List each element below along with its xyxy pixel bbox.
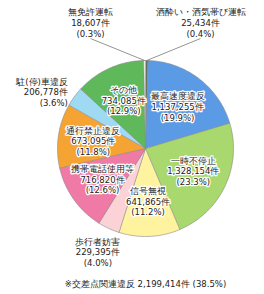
svg-text:駐(停)車違反206,778件(3.6%): 駐(停)車違反206,778件(3.6%) <box>15 77 68 108</box>
svg-text:歩行者妨害229,395件(4.0%): 歩行者妨害229,395件(4.0%) <box>75 237 120 268</box>
svg-text:※交差点関連違反 2,199,414件 (38.5%): ※交差点関連違反 2,199,414件 (38.5%) <box>65 279 226 289</box>
svg-text:その他734,085件(12.9%): その他734,085件(12.9%) <box>102 85 146 116</box>
svg-text:通行禁止違反673,095件(11.8%): 通行禁止違反673,095件(11.8%) <box>66 126 120 157</box>
svg-text:無免許運転18,607件(0.3%): 無免許運転18,607件(0.3%) <box>68 7 113 38</box>
svg-text:携帯電話使用等716,820件(12.6%): 携帯電話使用等716,820件(12.6%) <box>71 164 134 195</box>
svg-text:信号無視641,865件(11.2%): 信号無視641,865件(11.2%) <box>126 186 170 217</box>
svg-text:最高速度違反1,137,255件(19.9%): 最高速度違反1,137,255件(19.9%) <box>151 91 205 122</box>
svg-text:酒酔い・酒気帯び運転25,434件(0.4%): 酒酔い・酒気帯び運転25,434件(0.4%) <box>156 7 246 38</box>
svg-text:一時不停止1,328,154件(23.3%): 一時不停止1,328,154件(23.3%) <box>167 156 219 187</box>
